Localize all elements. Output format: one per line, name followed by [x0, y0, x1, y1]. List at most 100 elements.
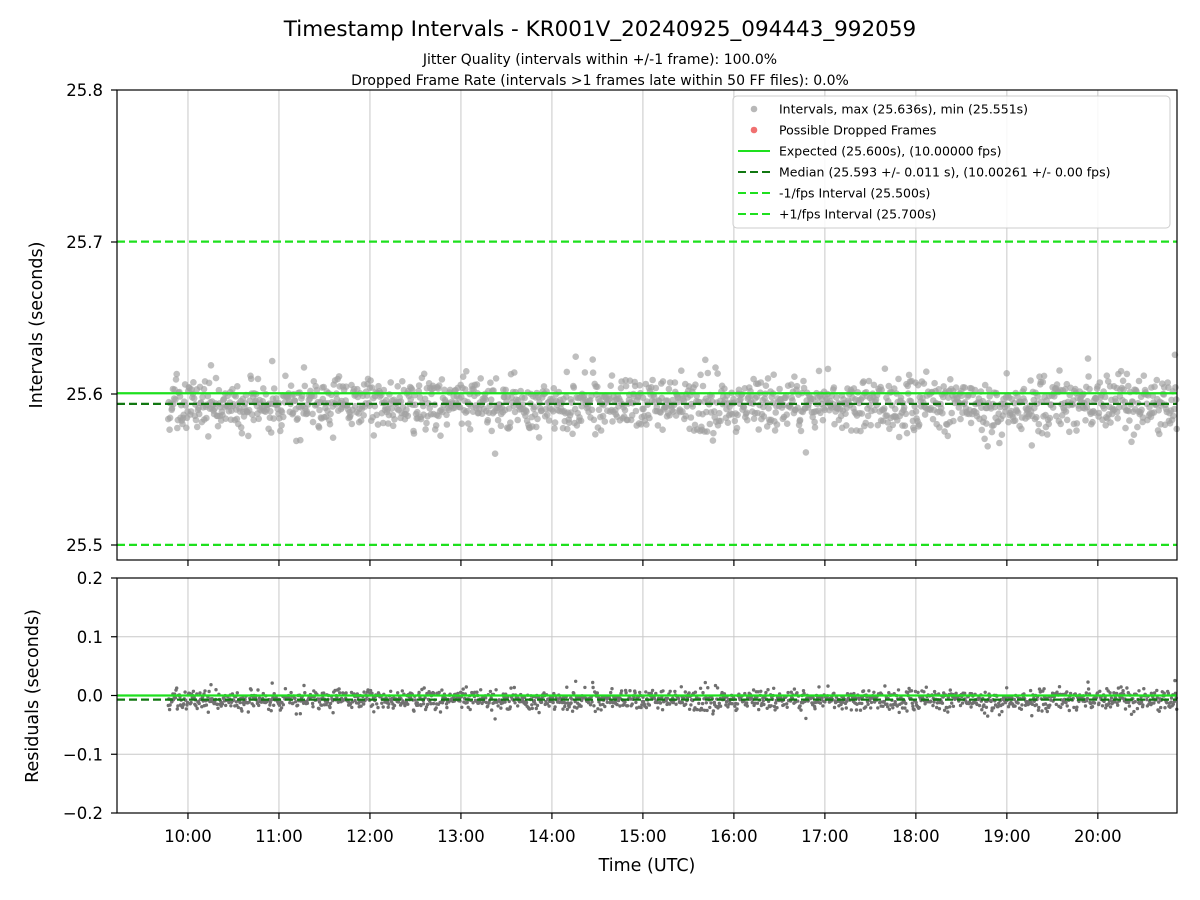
intervals-y-ticks: 25.5 25.6 25.7 25.8	[66, 81, 117, 555]
legend: Intervals, max (25.636s), min (25.551s) …	[732, 95, 1171, 229]
interval-point	[1100, 405, 1108, 412]
residual-point	[785, 702, 789, 706]
interval-point	[282, 372, 289, 380]
residual-point	[718, 704, 723, 708]
interval-point	[1020, 385, 1028, 393]
interval-point	[731, 417, 739, 425]
interval-point	[466, 426, 474, 433]
residual-point	[319, 703, 324, 707]
residual-point	[881, 704, 885, 708]
residual-point	[1059, 705, 1063, 710]
interval-point	[360, 412, 368, 419]
interval-point	[744, 416, 751, 424]
residual-point	[432, 691, 436, 696]
interval-point	[380, 386, 388, 394]
residual-point	[684, 702, 688, 706]
residual-point	[695, 707, 699, 712]
xtick-label: 12:00	[346, 827, 394, 846]
residual-point	[745, 704, 749, 708]
interval-point	[297, 436, 304, 444]
interval-point	[659, 426, 666, 434]
interval-point	[659, 378, 667, 385]
residual-point	[603, 704, 607, 709]
interval-point	[824, 365, 832, 373]
interval-point	[599, 412, 607, 420]
interval-point	[811, 424, 819, 431]
residual-point	[996, 704, 1000, 709]
residual-point	[708, 705, 712, 710]
residual-point	[997, 713, 1002, 717]
residual-point	[764, 690, 768, 695]
interval-point	[374, 421, 382, 428]
interval-point	[595, 406, 603, 414]
residual-point	[487, 701, 491, 705]
residual-point	[422, 686, 426, 690]
residual-point	[817, 685, 821, 689]
residual-point	[183, 690, 187, 694]
residual-point	[421, 702, 426, 706]
residual-point	[567, 705, 571, 709]
residual-point	[1163, 706, 1167, 710]
interval-point	[443, 421, 451, 428]
residual-point	[1116, 686, 1121, 690]
residual-point	[948, 705, 952, 709]
residual-point	[1169, 696, 1174, 700]
residual-point	[821, 704, 825, 708]
interval-point	[280, 413, 287, 421]
residual-point	[766, 688, 770, 692]
residual-point	[182, 702, 186, 706]
interval-point	[192, 416, 200, 424]
residual-point	[547, 704, 551, 708]
interval-point	[287, 382, 295, 390]
residual-point	[1065, 704, 1069, 708]
residual-point	[175, 686, 179, 690]
residual-point	[886, 705, 890, 709]
residual-point	[569, 701, 573, 705]
residual-point	[417, 690, 421, 695]
interval-point	[1084, 355, 1092, 362]
interval-point	[831, 420, 838, 428]
residual-point	[628, 689, 632, 693]
residual-point	[1090, 705, 1095, 709]
interval-point	[843, 422, 850, 429]
residual-point	[391, 706, 395, 710]
interval-point	[601, 418, 609, 425]
residual-point	[530, 703, 534, 707]
residual-point	[860, 701, 864, 706]
residual-point	[524, 700, 529, 705]
interval-point	[329, 434, 337, 442]
interval-point	[687, 414, 695, 421]
interval-point	[773, 421, 781, 428]
residual-point	[216, 706, 220, 710]
interval-point	[1140, 372, 1148, 380]
residual-point	[950, 701, 954, 705]
interval-point	[1082, 417, 1089, 424]
interval-point	[482, 396, 490, 403]
residual-point	[268, 703, 272, 707]
residual-point	[496, 704, 500, 708]
interval-point	[407, 396, 415, 403]
residual-point	[256, 688, 260, 692]
residual-point	[1108, 691, 1112, 695]
residual-point	[1127, 704, 1132, 708]
interval-point	[931, 379, 938, 387]
residual-point	[912, 708, 916, 712]
residual-point	[647, 703, 652, 707]
residual-point	[294, 712, 298, 716]
residual-point	[444, 702, 449, 706]
residual-point	[1072, 705, 1076, 710]
residual-point	[1064, 700, 1068, 705]
interval-point	[326, 420, 334, 428]
residual-point	[724, 700, 729, 704]
interval-point	[986, 393, 993, 400]
interval-point	[646, 414, 653, 422]
residual-point	[1157, 709, 1162, 713]
legend-label-plus-fps: +1/fps Interval (25.700s)	[779, 207, 936, 222]
residual-point	[909, 689, 914, 693]
residual-point	[990, 708, 994, 713]
interval-point	[205, 433, 212, 440]
residual-point	[1034, 703, 1039, 707]
residual-point	[279, 706, 284, 710]
residual-point	[238, 700, 242, 705]
residuals-ytick-label: 0.0	[77, 687, 103, 706]
